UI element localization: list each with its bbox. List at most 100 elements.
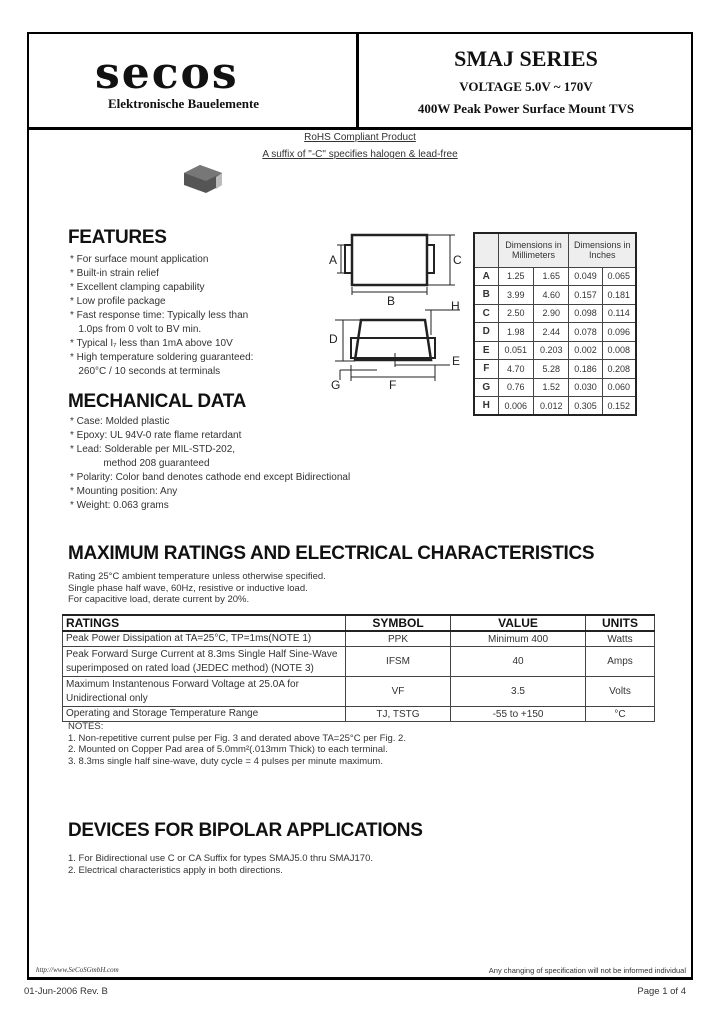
condition-line: Single phase half wave, 60Hz, resistive …: [68, 582, 308, 594]
feature-item: * High temperature soldering guaranteed:: [70, 352, 254, 363]
dimension-label: H: [473, 396, 499, 416]
rating-row: Peak Forward Surge Current at 8.3ms Sing…: [62, 646, 655, 677]
dimension-value: 0.002: [568, 340, 603, 360]
dimension-label: E: [473, 340, 499, 360]
dimension-value: 0.152: [601, 396, 637, 416]
dimension-value: 4.60: [532, 285, 570, 305]
dimension-value: 5.28: [532, 359, 570, 379]
dimension-value: 2.90: [532, 303, 570, 323]
series-title: SMAJ SERIES: [454, 46, 598, 71]
rating-row: Maximum Instantenous Forward Voltage at …: [62, 676, 655, 707]
dim-label-a: A: [329, 253, 337, 267]
ratings-conditions: Rating 25°C ambient temperature unless o…: [68, 571, 326, 606]
dimension-value: 0.098: [568, 303, 603, 323]
dimension-value: 1.52: [532, 377, 570, 397]
revision-date: 01-Jun-2006 Rev. B: [24, 986, 108, 997]
ratings-table: RATINGS SYMBOL VALUE UNITS Peak Power Dissi…: [62, 614, 655, 722]
dimension-value: 1.98: [497, 322, 534, 342]
dimension-value: 0.051: [497, 340, 534, 360]
dimension-value: 0.006: [497, 396, 534, 416]
feature-item: * Fast response time: Typically less tha…: [70, 310, 249, 321]
dimension-label: G: [473, 377, 499, 397]
feature-item: * Low profile package: [70, 296, 166, 307]
dimension-label: B: [473, 285, 499, 305]
dimension-value: 0.208: [601, 359, 637, 379]
dimension-value: 1.25: [497, 266, 534, 286]
rating-units: °C: [585, 706, 655, 722]
bipolar-item: 2. Electrical characteristics apply in b…: [68, 864, 283, 876]
dimension-value: 0.049: [568, 266, 603, 286]
dim-label-f: F: [389, 378, 396, 390]
dimension-label: F: [473, 359, 499, 379]
features-heading: FEATURES: [68, 227, 167, 248]
dimension-value: 0.76: [497, 377, 534, 397]
dimensions-table: Dimensions in Millimeters Dimensions in I…: [473, 232, 637, 416]
dim-label-b: B: [387, 294, 395, 308]
dim-label-d: D: [329, 332, 338, 346]
rating-value: 40: [450, 646, 586, 677]
rating-row: Operating and Storage Temperature Range T…: [62, 706, 655, 722]
dimension-value: 0.065: [601, 266, 637, 286]
mechanical-item: * Weight: 0.063 grams: [70, 500, 169, 511]
dim-label-e: E: [452, 354, 460, 368]
rating-value: Minimum 400: [450, 630, 586, 647]
dimension-label: C: [473, 303, 499, 323]
rating-row: Peak Power Dissipation at TA=25°C, TP=1m…: [62, 630, 655, 647]
dimension-label: A: [473, 266, 499, 286]
dimension-value: 0.012: [532, 396, 570, 416]
footer-url[interactable]: http://www.SeCoSGmbH.com: [36, 966, 119, 974]
halogen-note: A suffix of "-C" specifies halogen & lea…: [262, 149, 458, 160]
dimension-value: 0.157: [568, 285, 603, 305]
feature-item: * For surface mount application: [70, 254, 209, 265]
dimension-row: B 3.99 4.60 0.157 0.181: [473, 285, 637, 305]
dimension-value: 1.65: [532, 266, 570, 286]
bipolar-heading: DEVICES FOR BIPOLAR APPLICATIONS: [68, 820, 423, 841]
header-divider: [27, 127, 693, 130]
col-ratings: RATINGS: [62, 614, 346, 632]
dim-label-c: C: [453, 253, 462, 267]
feature-item: 1.0ps from 0 volt to BV min.: [70, 324, 202, 335]
rating-units: Amps: [585, 646, 655, 677]
note-item: 2. Mounted on Copper Pad area of 5.0mm²(…: [68, 744, 388, 755]
dimension-row: C 2.50 2.90 0.098 0.114: [473, 303, 637, 323]
col-symbol: SYMBOL: [345, 614, 451, 632]
rating-symbol: TJ, TSTG: [345, 706, 451, 722]
logo-tagline: Elektronische Bauelemente: [108, 96, 260, 111]
rating-symbol: PPK: [345, 630, 451, 647]
dimension-value: 0.186: [568, 359, 603, 379]
mechanical-item: method 208 guaranteed: [70, 458, 210, 469]
header-inches: Dimensions in Inches: [568, 232, 637, 268]
condition-line: For capacitive load, derate current by 2…: [68, 594, 250, 605]
dimension-row: A 1.25 1.65 0.049 0.065: [473, 266, 637, 286]
component-image: [184, 165, 222, 193]
page-frame: [27, 32, 693, 980]
header-vertical-divider: [356, 32, 359, 129]
voltage-range: VOLTAGE 5.0V ~ 170V: [459, 79, 593, 94]
rohs-note: RoHS Compliant Product: [304, 132, 416, 143]
mechanical-item: * Mounting position: Any: [70, 486, 178, 497]
rating-rating: Peak Forward Surge Current at 8.3ms Sing…: [62, 646, 346, 677]
dimension-value: 0.305: [568, 396, 603, 416]
condition-line: Rating 25°C ambient temperature unless o…: [68, 571, 326, 582]
dimension-value: 2.50: [497, 303, 534, 323]
package-outline-diagram: A B C D E F G H: [329, 233, 462, 390]
dimension-value: 0.181: [601, 285, 637, 305]
dimension-value: 3.99: [497, 285, 534, 305]
mechanical-item: * Case: Molded plastic: [70, 416, 170, 427]
dimension-row: E 0.051 0.203 0.002 0.008: [473, 340, 637, 360]
feature-item: * Built-in strain relief: [70, 268, 159, 279]
mechanical-list: * Case: Molded plastic * Epoxy: UL 94V-0…: [70, 415, 350, 513]
bipolar-list: 1. For Bidirectional use C or CA Suffix …: [68, 853, 373, 876]
dimension-value: 2.44: [532, 322, 570, 342]
rating-units: Volts: [585, 676, 655, 707]
dimension-row: H 0.006 0.012 0.305 0.152: [473, 396, 637, 416]
rating-symbol: VF: [345, 676, 451, 707]
feature-item: * Excellent clamping capability: [70, 282, 205, 293]
rating-rating: Operating and Storage Temperature Range: [62, 706, 346, 722]
rating-symbol: IFSM: [345, 646, 451, 677]
dimension-label: D: [473, 322, 499, 342]
dimension-value: 0.008: [601, 340, 637, 360]
mechanical-item: * Epoxy: UL 94V-0 rate flame retardant: [70, 430, 242, 441]
col-units: UNITS: [585, 614, 655, 632]
dimension-value: 0.030: [568, 377, 603, 397]
